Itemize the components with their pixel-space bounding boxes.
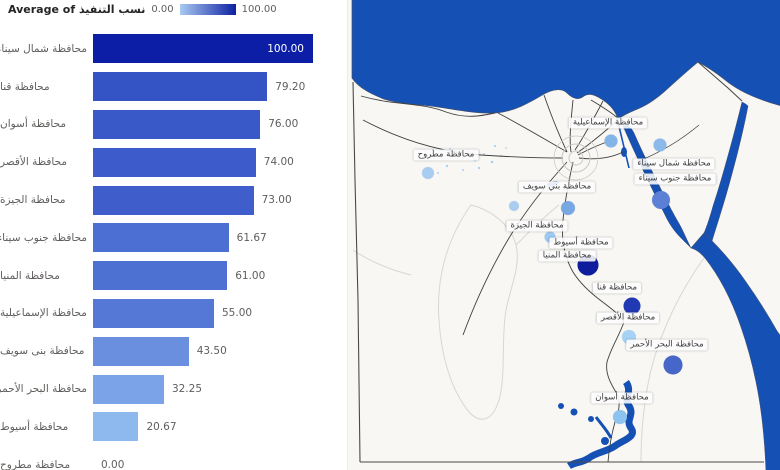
bar-value-label: 79.20 [275, 80, 306, 93]
bar-row: محافظة الإسماعيلية 55.00 [0, 295, 347, 333]
bar-row: محافظة جنوب سيناء 61.67 [0, 219, 347, 257]
map-label-matrouh: محافظة مطروح [413, 149, 479, 161]
bar[interactable] [93, 412, 139, 442]
category-label: محافظة أسوان [0, 118, 66, 131]
category-label: محافظة أسيوط [0, 420, 69, 433]
gulf-of-aqaba [703, 101, 749, 242]
bar-value-label: 100.00 [267, 42, 304, 55]
map-label-aswan: محافظة أسوان [591, 392, 653, 404]
color-legend: Average of نسب التنفيذ 0.00 100.00 [8, 2, 277, 17]
map-bubble-north-sinai[interactable] [653, 138, 667, 152]
bar-track: 43.50 [93, 336, 347, 366]
bar-row: محافظة البحر الأحمر 32.25 [0, 370, 347, 408]
bar-track: 55.00 [93, 298, 347, 328]
map-bubble-giza[interactable] [509, 201, 519, 211]
country-borders [352, 61, 764, 463]
legend-gradient-swatch [179, 4, 236, 15]
map-bubble-qena[interactable] [623, 297, 641, 315]
bar-track: 20.67 [93, 412, 347, 442]
map-label-qena: محافظة قنا [592, 282, 642, 294]
bar-value-label: 32.25 [171, 383, 202, 396]
legend-min-value: 0.00 [151, 4, 174, 15]
bar-track: 61.00 [93, 261, 347, 291]
bar-value-label: 74.00 [263, 156, 294, 169]
map-label-ismailia: محافظة الإسماعيلية [568, 117, 648, 129]
map-label-giza: محافظة الجيزة [506, 220, 568, 232]
legend-title: Average of نسب التنفيذ [8, 3, 146, 16]
bar-row: محافظة شمال سيناء 100.00 [0, 30, 347, 68]
category-label: محافظة البحر الأحمر [0, 383, 87, 396]
bar[interactable] [93, 147, 256, 177]
bar[interactable] [93, 185, 254, 215]
bar-value-label: 0.00 [101, 458, 125, 470]
category-label: محافظة الجيزة [0, 194, 66, 207]
bar[interactable] [93, 374, 164, 404]
bar-track: 73.00 [93, 185, 347, 215]
map-bubble-beni-suef[interactable] [561, 201, 575, 215]
bar-track: 74.00 [93, 147, 347, 177]
bar-track: 100.00 [93, 34, 347, 64]
mediterranean-sea [351, 0, 780, 120]
bar-row: محافظة مطروح 0.00 [0, 446, 347, 470]
bar-row: محافظة أسيوط 20.67 [0, 408, 347, 446]
category-label: محافظة المنيا [0, 269, 60, 282]
category-label: محافظة شمال سيناء [0, 42, 87, 55]
map-label-beni-suef: محافظة بني سويف [518, 181, 596, 193]
category-label: محافظة الإسماعيلية [0, 307, 87, 320]
bar-value-label: 43.50 [196, 345, 227, 358]
category-label: محافظة مطروح [0, 458, 71, 470]
bar-row: محافظة المنيا 61.00 [0, 257, 347, 295]
bar[interactable] [93, 336, 189, 366]
map-bubble-matrouh[interactable] [422, 167, 434, 179]
category-label: محافظة الأقصر [0, 156, 68, 169]
legend-max-value: 100.00 [241, 4, 277, 15]
lake-nasser [558, 379, 636, 470]
map-label-north-sinai: محافظة شمال سيناء [633, 158, 715, 170]
bar-value-label: 73.00 [261, 194, 292, 207]
bar-chart: محافظة شمال سيناء 100.00 محافظة قنا 79.20 مح… [0, 30, 347, 470]
map-bubble-south-sinai[interactable] [652, 191, 670, 209]
cairo-ring [553, 135, 599, 181]
bar-value-label: 61.67 [236, 231, 267, 244]
category-label: محافظة قنا [0, 80, 50, 93]
bar-track: 76.00 [93, 109, 347, 139]
bar-value-label: 20.67 [146, 420, 177, 433]
map-bubble-ismailia[interactable] [604, 134, 618, 148]
bar-row: محافظة أسوان 76.00 [0, 106, 347, 144]
bar[interactable] [93, 261, 228, 291]
bar[interactable] [93, 72, 268, 102]
bar-track: 61.67 [93, 223, 347, 253]
red-sea [690, 232, 780, 470]
bar-row: محافظة بنى سويف 43.50 [0, 332, 347, 370]
bar-track: 0.00 [93, 450, 347, 470]
desert-tracks [352, 204, 705, 463]
bar-row: محافظة الجيزة 73.00 [0, 181, 347, 219]
bar-row: محافظة الأقصر 74.00 [0, 143, 347, 181]
bar-value-label: 55.00 [222, 307, 253, 320]
bar[interactable] [93, 223, 229, 253]
map-label-red-sea: محافظة البحر الأحمر [626, 339, 708, 351]
map-label-minya: محافظة المنيا [538, 250, 596, 262]
map-bubble-red-sea[interactable] [663, 355, 683, 375]
map-bubble-aswan[interactable] [613, 410, 627, 424]
map-label-luxor: محافظة الأقصر [596, 312, 660, 324]
bar-track: 32.25 [93, 374, 347, 404]
map-label-south-sinai: محافظة جنوب سيناء [634, 173, 716, 185]
map-bubble-asyut[interactable] [544, 231, 556, 243]
category-label: محافظة بنى سويف [0, 345, 85, 358]
bar-value-label: 61.00 [235, 269, 266, 282]
egypt-map-panel: محافظة مطروح محافظة الإسماعيلية محافظة شما… [347, 0, 780, 470]
bar[interactable] [93, 109, 261, 139]
map-label-asyut: محافظة أسيوط [549, 237, 613, 249]
category-label: محافظة جنوب سيناء [0, 231, 87, 244]
bar[interactable] [93, 298, 214, 328]
bar-chart-panel: Average of نسب التنفيذ 0.00 100.00 محافظ… [0, 0, 347, 470]
egypt-map [348, 0, 780, 470]
bar[interactable] [93, 34, 313, 64]
bar-row: محافظة قنا 79.20 [0, 68, 347, 106]
bar-value-label: 76.00 [268, 118, 299, 131]
gulf-of-suez [622, 125, 692, 249]
bar-track: 79.20 [93, 72, 347, 102]
